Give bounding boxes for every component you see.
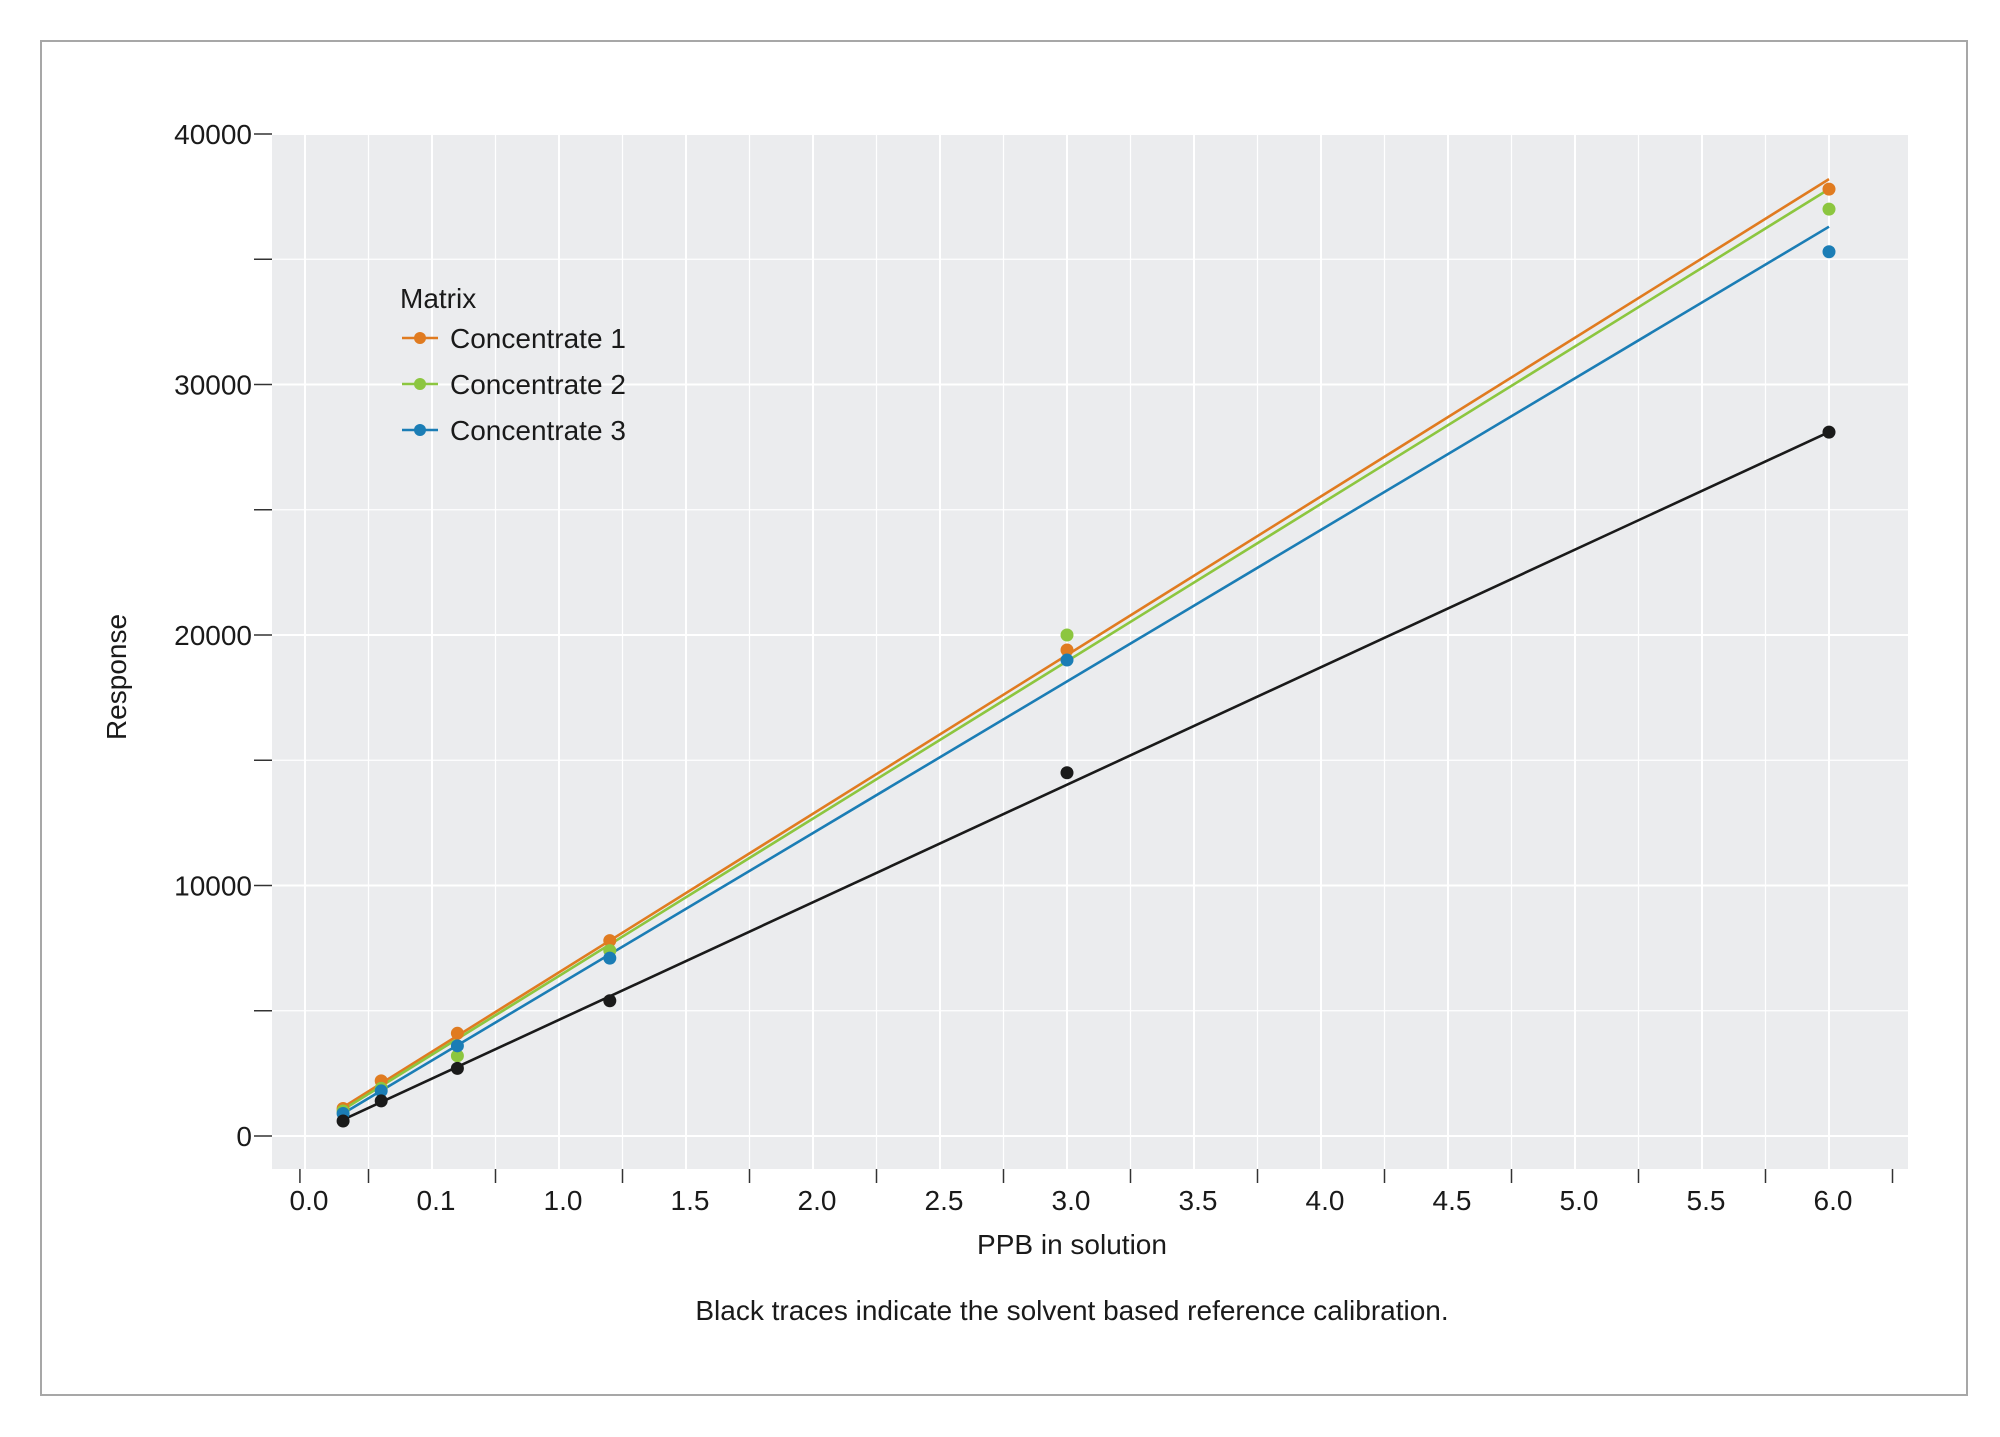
data-point	[1060, 643, 1074, 657]
data-point	[603, 951, 617, 965]
y-tick-label: 30000	[174, 370, 252, 401]
x-axis-label: PPB in solution	[977, 1229, 1167, 1260]
plot-background	[272, 133, 1908, 1169]
data-point	[603, 934, 617, 948]
axes: 0 10000 20000 30000 40000 0.0 0.1 1.0 1.5 2.0 2.5 3…	[174, 119, 1894, 1216]
figure-frame	[40, 40, 1968, 1396]
y-axis-label: Response	[101, 614, 132, 740]
footnote: Black traces indicate the solvent based …	[695, 1295, 1448, 1326]
data-point	[1060, 653, 1074, 667]
data-point	[450, 1061, 464, 1075]
legend-title: Matrix	[400, 283, 476, 314]
y-tick-label: 10000	[174, 871, 252, 902]
x-tick-label: 4.5	[1433, 1185, 1472, 1216]
legend-label: Concentrate 1	[450, 323, 626, 354]
x-tick-label: 5.0	[1560, 1185, 1599, 1216]
x-tick-label: 5.5	[1687, 1185, 1726, 1216]
x-tick-label: 3.0	[1052, 1185, 1091, 1216]
data-point	[1822, 182, 1836, 196]
x-tick-label: 1.5	[671, 1185, 710, 1216]
data-point	[1060, 628, 1074, 642]
data-point	[1060, 766, 1074, 780]
data-point	[1822, 245, 1836, 259]
y-tick-label: 40000	[174, 119, 252, 150]
data-points	[336, 182, 1836, 1128]
data-point	[450, 1026, 464, 1040]
fit-lines	[342, 177, 1830, 1121]
fit-line	[342, 188, 1830, 1111]
x-tick-label: 0.0	[290, 1185, 329, 1216]
data-point	[603, 994, 617, 1008]
x-tick-label: 1.0	[544, 1185, 583, 1216]
x-tick-label: 0.1	[417, 1185, 456, 1216]
legend-marker	[414, 332, 426, 344]
fit-line	[342, 225, 1830, 1115]
data-point	[336, 1114, 350, 1128]
legend: Matrix Concentrate 1 Concentrate 2 Concent…	[400, 283, 626, 446]
x-tick-label: 2.0	[798, 1185, 837, 1216]
data-point	[374, 1094, 388, 1108]
x-tick-label: 4.0	[1306, 1185, 1345, 1216]
fit-line	[342, 177, 1830, 1109]
data-point	[450, 1039, 464, 1053]
x-tick-label: 2.5	[925, 1185, 964, 1216]
fit-line	[342, 430, 1830, 1121]
y-tick-label: 0	[236, 1121, 252, 1152]
legend-marker	[414, 424, 426, 436]
data-point	[374, 1084, 388, 1098]
y-tick-label: 20000	[174, 620, 252, 651]
legend-label: Concentrate 3	[450, 415, 626, 446]
x-tick-label: 6.0	[1814, 1185, 1853, 1216]
data-point	[1822, 425, 1836, 439]
data-point	[1822, 202, 1836, 216]
x-tick-label: 3.5	[1179, 1185, 1218, 1216]
data-point	[450, 1049, 464, 1063]
legend-marker	[414, 378, 426, 390]
legend-label: Concentrate 2	[450, 369, 626, 400]
